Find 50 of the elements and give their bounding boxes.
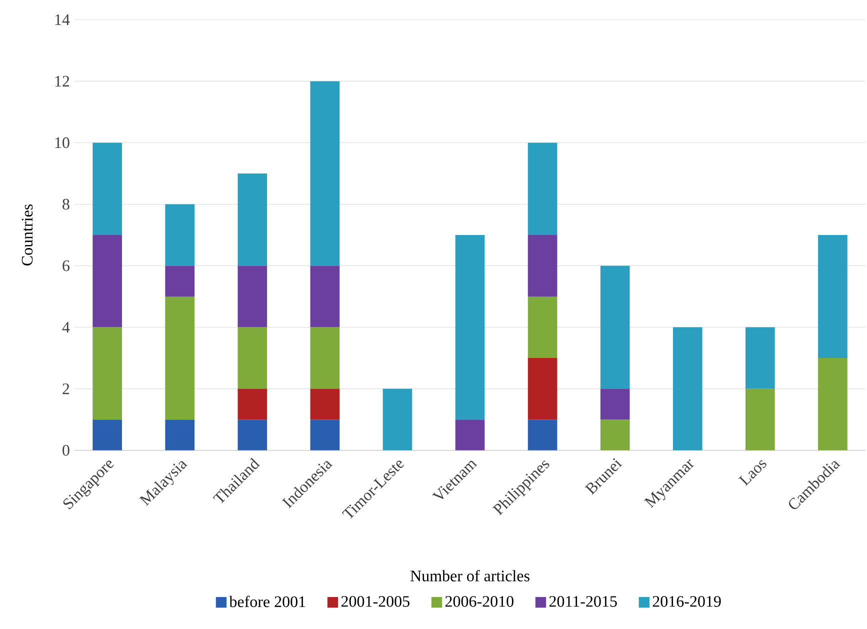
bar [818,235,848,358]
y-axis-title: Countries [22,204,33,266]
bar [238,327,268,389]
bar [310,81,340,266]
y-tick-label: 6 [62,260,70,272]
bar [92,327,122,420]
bar [310,266,340,328]
bar [165,266,195,297]
legend-label: 2011-2015 [549,596,617,607]
bar [92,420,122,450]
bar [455,235,485,420]
bar [528,142,558,235]
y-tick-label: 8 [62,198,70,210]
bar [528,420,558,450]
bar [600,266,630,389]
y-tick-label: 10 [55,137,70,148]
bar [165,204,195,266]
y-tick-label: 14 [55,14,70,25]
bar [528,296,558,358]
y-tick-label: 4 [62,322,70,333]
bar [600,420,630,450]
y-tick-label: 0 [62,444,70,456]
bar [672,327,702,450]
y-tick-label: 2 [62,384,70,394]
bar [310,327,340,389]
bar [238,266,268,328]
bar [310,388,340,420]
legend-label: 2016-2019 [652,596,721,607]
bar [92,142,122,235]
legend-label: before 2001 [229,596,306,608]
bar [600,388,630,420]
bar [165,296,195,420]
legend-label: 2006-2010 [445,596,514,607]
bar [238,388,268,420]
bar [528,235,558,297]
bar [818,358,848,450]
bar [382,388,412,450]
legend-label: 2001-2005 [341,596,410,607]
bar [528,358,558,420]
bar [745,388,775,450]
x-tick-label: Laos [738,460,766,486]
bar [238,420,268,450]
bar [455,420,485,450]
bar [310,420,340,450]
x-axis-title: Number of articles [410,570,530,582]
bar [92,235,122,328]
bar [238,173,268,266]
bar [745,327,775,389]
y-tick-label: 12 [55,76,70,86]
bar [165,420,195,450]
